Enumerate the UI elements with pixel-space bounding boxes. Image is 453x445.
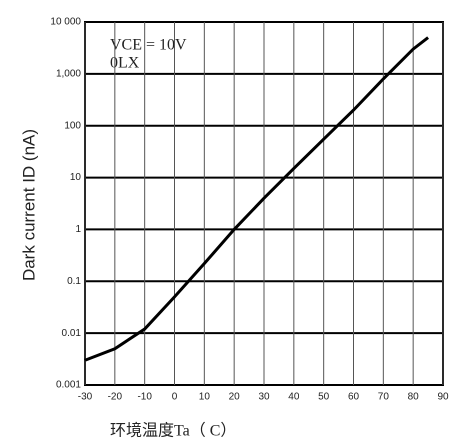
- x-tick-label: 60: [348, 392, 360, 403]
- y-tick-label: 1: [75, 224, 81, 235]
- x-tick-label: 80: [408, 392, 420, 403]
- y-tick-label: 1,000: [56, 68, 81, 79]
- y-tick-label: 0.01: [62, 328, 82, 339]
- annotation: VCE = 10V: [110, 37, 187, 54]
- x-tick-label: 0: [172, 392, 178, 403]
- x-axis-label: 环境温度Ta（ C）: [110, 421, 236, 440]
- y-tick-label: 100: [64, 120, 81, 131]
- x-tick-label: -20: [108, 392, 123, 403]
- x-tick-label: 20: [229, 392, 241, 403]
- data-line: [84, 36, 429, 362]
- y-axis-label: Dark current ID (nA): [19, 129, 38, 281]
- y-tick-label: 10 000: [50, 17, 81, 28]
- y-tick-label: 10: [70, 172, 82, 183]
- x-tick-label: -10: [137, 392, 152, 403]
- annotation: 0LX: [110, 55, 140, 72]
- x-tick-label: -30: [78, 392, 93, 403]
- y-tick-label: 0.1: [67, 276, 81, 287]
- x-tick-label: 40: [288, 392, 300, 403]
- x-tick-label: 10: [199, 392, 211, 403]
- x-tick-label: 70: [378, 392, 390, 403]
- x-tick-label: 90: [437, 392, 449, 403]
- x-tick-label: 30: [258, 392, 270, 403]
- y-tick-label: 0.001: [56, 380, 81, 391]
- x-tick-label: 50: [318, 392, 330, 403]
